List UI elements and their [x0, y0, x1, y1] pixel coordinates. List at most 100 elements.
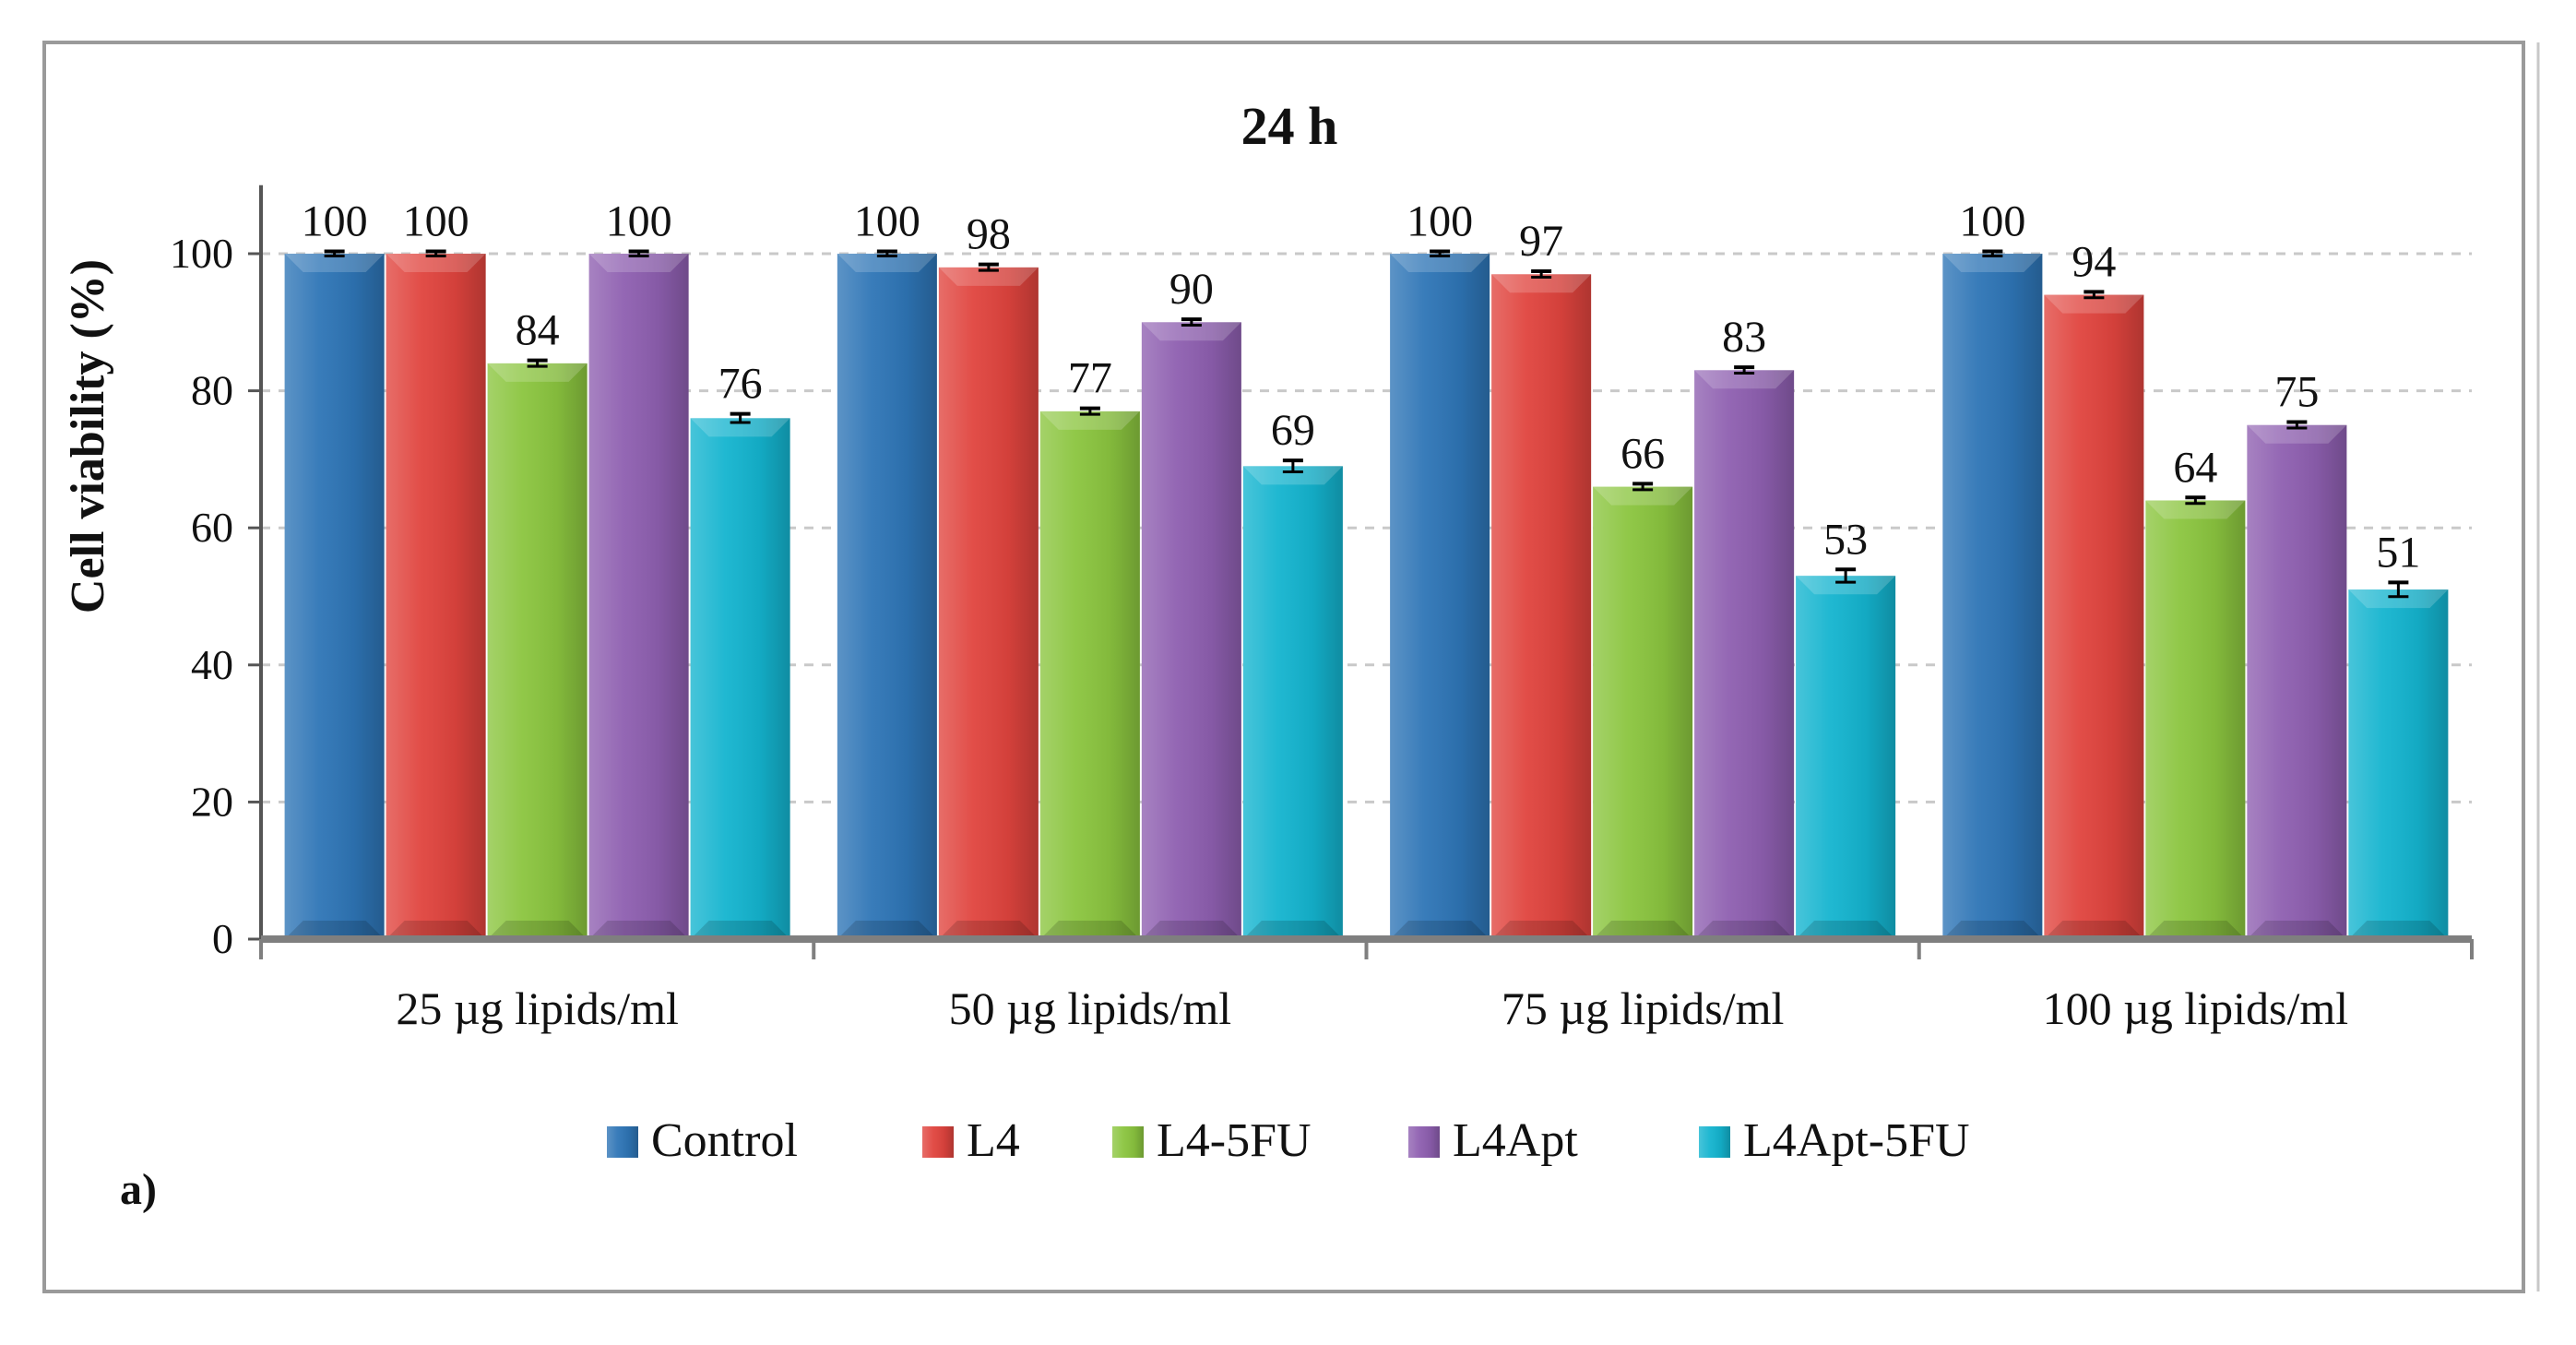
bar-l4-5fu	[487, 363, 588, 939]
bar-bevel-top	[2247, 424, 2347, 444]
legend-item: L4Apt-5FU	[1699, 1114, 1970, 1167]
bar-bevel-bottom	[1390, 921, 1490, 939]
error-bar	[1734, 365, 1755, 375]
bar-shade	[2145, 500, 2246, 939]
bar-shade	[2044, 294, 2144, 940]
bar-l4-5fu	[1593, 486, 1693, 939]
legend-label: L4Apt-5FU	[1743, 1114, 1970, 1167]
data-label: 76	[718, 360, 763, 409]
bar-bevel-bottom	[2044, 921, 2144, 939]
bar-l4apt-5fu	[2348, 589, 2449, 939]
y-tick-label: 60	[191, 504, 233, 551]
bar-bevel-top	[487, 363, 588, 382]
error-bar	[2083, 290, 2105, 300]
bar-bevel-top	[690, 418, 790, 437]
bar-shade	[588, 254, 689, 939]
y-tick-label: 40	[191, 641, 233, 688]
error-bar	[1632, 482, 1654, 492]
bar-shade	[487, 363, 588, 939]
error-bar	[978, 262, 999, 272]
error-bar	[730, 411, 751, 424]
bar-bevel-top	[1141, 322, 1241, 341]
bar-l4	[386, 254, 486, 939]
bar-shade	[1141, 322, 1241, 939]
data-label: 84	[516, 306, 560, 355]
bar-shade	[2348, 589, 2449, 939]
data-label: 100	[1959, 197, 2025, 246]
bar-bevel-bottom	[386, 921, 486, 939]
bar-bevel-top	[2348, 589, 2449, 609]
bar-bevel-top	[938, 267, 1039, 286]
bar-shade	[938, 267, 1039, 939]
error-bar	[1282, 458, 1303, 474]
bar-bevel-bottom	[284, 921, 385, 939]
bar-bevel-bottom	[1942, 921, 2043, 939]
error-bars	[324, 249, 2409, 599]
error-bar	[1835, 567, 1857, 584]
bar-shade	[1242, 466, 1343, 940]
y-tick-label: 0	[212, 915, 233, 962]
legend-item: L4	[922, 1114, 1020, 1167]
bar-control	[284, 254, 385, 939]
bar-l4apt-5fu	[1796, 576, 1896, 939]
bar-l4	[2044, 294, 2144, 940]
bar-bevel-top	[1242, 466, 1343, 485]
bar-l4	[1491, 274, 1592, 939]
x-category-label: 75 µg lipids/ml	[1502, 982, 1785, 1034]
legend-label: L4	[967, 1114, 1020, 1167]
bar-shade	[2247, 424, 2347, 939]
bar-bevel-top	[588, 254, 689, 272]
legend-swatch-shade	[922, 1126, 954, 1158]
data-label: 100	[606, 197, 672, 246]
x-category-label: 25 µg lipids/ml	[396, 982, 679, 1034]
error-bar	[2286, 420, 2308, 430]
data-label: 90	[1169, 265, 1214, 314]
bar-shade	[1039, 411, 1140, 939]
legend-item: L4-5FU	[1112, 1114, 1312, 1167]
data-label: 100	[854, 197, 920, 246]
chart-title: 24 h	[1241, 96, 1338, 156]
legend-label: L4-5FU	[1157, 1114, 1312, 1167]
bar-l4apt	[2247, 424, 2347, 939]
bar-bevel-top	[837, 254, 937, 272]
data-label: 100	[1407, 197, 1473, 246]
bar-shade	[1593, 486, 1693, 939]
bar-l4-5fu	[1039, 411, 1140, 939]
axes	[259, 184, 2474, 959]
bar-l4apt	[1141, 322, 1241, 939]
bars	[284, 254, 2449, 940]
error-bar	[2185, 495, 2206, 506]
bar-shade	[690, 418, 790, 939]
bar-bevel-bottom	[690, 921, 790, 939]
data-label: 75	[2274, 368, 2319, 417]
bar-bevel-bottom	[588, 921, 689, 939]
data-label: 69	[1271, 406, 1315, 455]
bar-bevel-bottom	[837, 921, 937, 939]
error-bar	[1430, 249, 1451, 257]
bar-bevel-bottom	[1796, 921, 1896, 939]
bar-bevel-top	[1694, 370, 1795, 389]
bar-bevel-top	[1942, 254, 2043, 272]
bar-bevel-top	[284, 254, 385, 272]
error-bar	[527, 358, 548, 368]
bar-shade	[1694, 370, 1795, 939]
data-label: 100	[302, 197, 368, 246]
error-bar	[1079, 406, 1100, 416]
bar-shade	[1942, 254, 2043, 939]
legend-swatch-shade	[1112, 1126, 1144, 1158]
bar-bevel-top	[2044, 294, 2144, 314]
data-label: 98	[967, 210, 1011, 259]
x-category-label: 100 µg lipids/ml	[2043, 982, 2349, 1034]
bar-bevel-top	[386, 254, 486, 272]
bar-l4	[938, 267, 1039, 939]
bar-control	[1942, 254, 2043, 939]
data-label: 83	[1722, 313, 1766, 362]
bar-l4apt	[588, 254, 689, 939]
bar-control	[1390, 254, 1490, 939]
error-bar	[1531, 269, 1552, 280]
bar-shade	[386, 254, 486, 939]
bar-l4-5fu	[2145, 500, 2246, 939]
data-label: 64	[2173, 443, 2217, 492]
error-bar	[324, 249, 345, 257]
bar-bevel-bottom	[1491, 921, 1592, 939]
